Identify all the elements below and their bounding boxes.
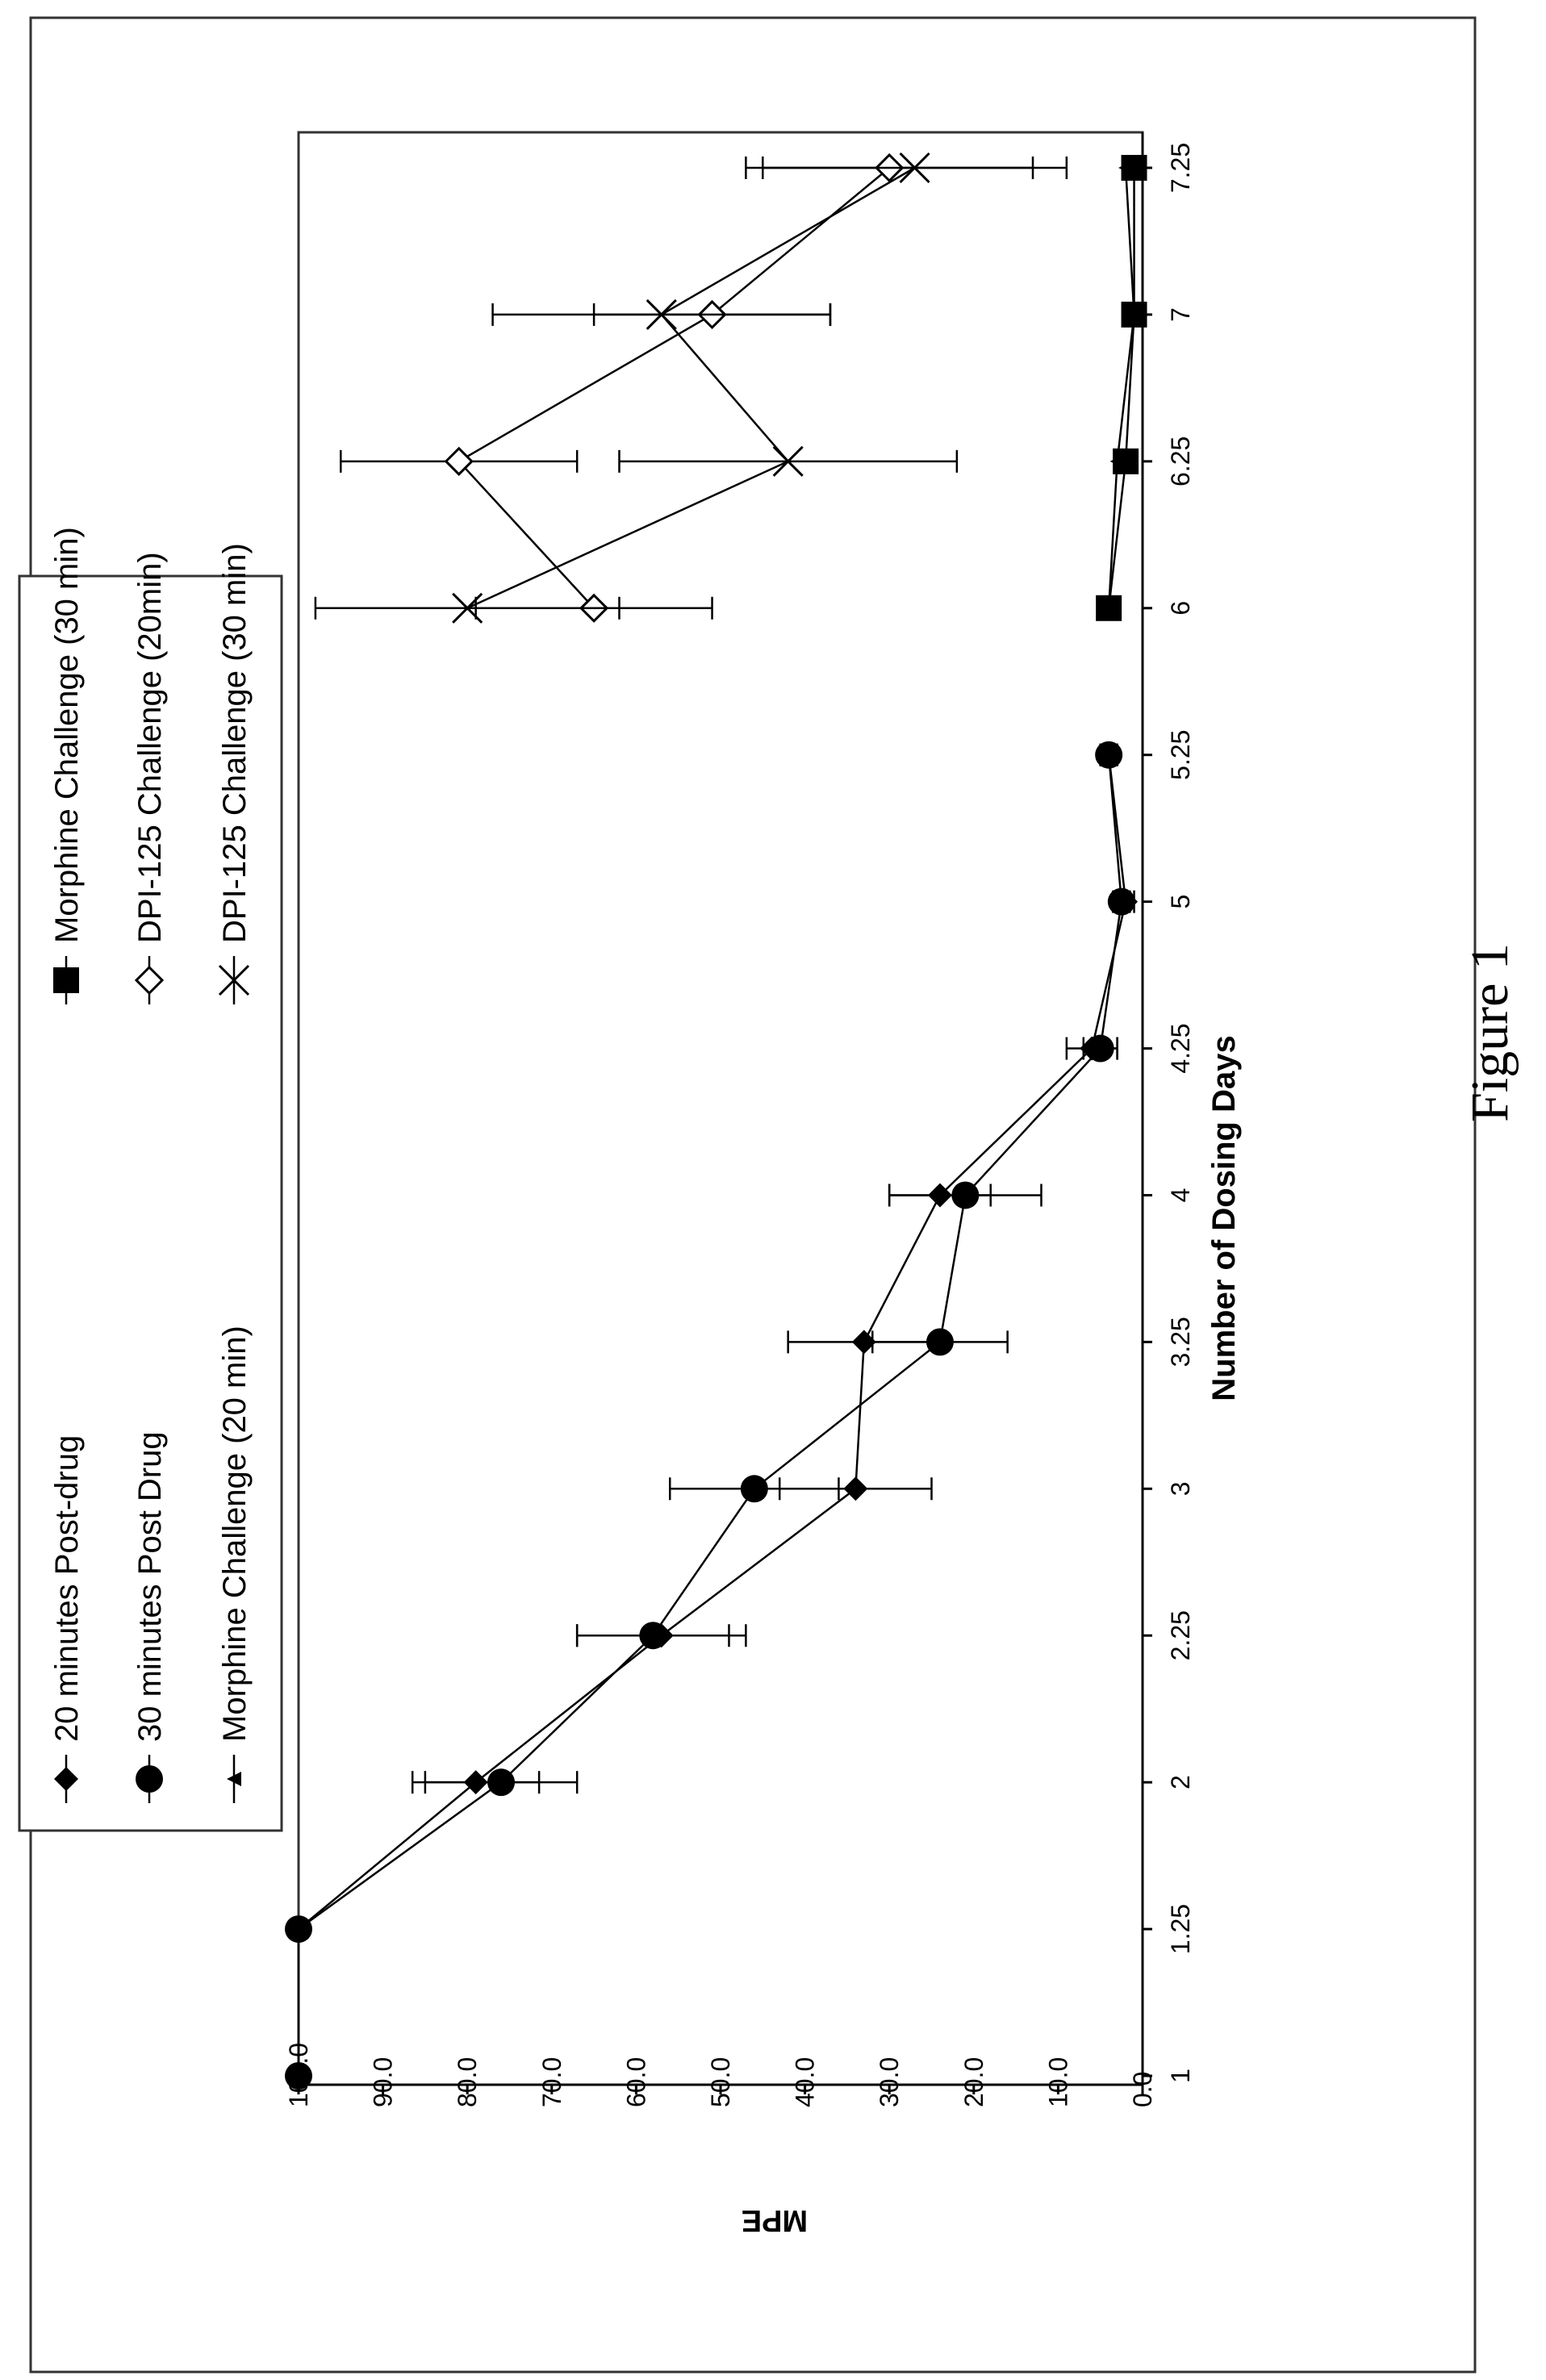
legend-label: Morphine Challenge (30 min) <box>49 527 85 943</box>
legend-box <box>18 574 283 1832</box>
data-point <box>285 1915 312 1944</box>
series-line <box>466 166 916 609</box>
series-line <box>297 754 1123 2076</box>
data-point <box>1086 1034 1114 1063</box>
data-point <box>285 2062 312 2090</box>
x-tick-label: 5 <box>1166 895 1195 909</box>
data-point <box>1096 595 1122 621</box>
data-point <box>639 1622 667 1650</box>
y-tick-label: 40.0 <box>791 2057 820 2107</box>
x-tick-label: 2.25 <box>1166 1610 1195 1660</box>
data-point <box>1121 155 1147 181</box>
y-tick-label: 60.0 <box>621 2057 650 2107</box>
data-point <box>444 446 474 476</box>
data-point <box>1113 448 1139 474</box>
x-tick-label: 7 <box>1166 307 1195 322</box>
series-line <box>1107 168 1135 608</box>
x-tick-label: 5.25 <box>1166 730 1195 780</box>
x-axis-title: Number of Dosing Days <box>1206 1035 1242 1401</box>
series-4 <box>340 152 1034 623</box>
x-tick-label: 4.25 <box>1166 1023 1195 1073</box>
data-point <box>1095 741 1123 769</box>
series-line <box>1107 167 1135 608</box>
legend-marker <box>227 1772 241 1786</box>
legend-marker <box>134 965 165 996</box>
legend-marker <box>218 964 250 996</box>
y-tick-label: 20.0 <box>959 2057 988 2107</box>
data-point <box>1107 887 1135 916</box>
x-tick-label: 2 <box>1166 1775 1195 1789</box>
y-axis-title: MPE <box>742 2203 808 2237</box>
series-5 <box>314 152 1068 624</box>
y-tick-label: 10.0 <box>1043 2057 1072 2107</box>
y-tick-label: 50.0 <box>706 2057 735 2107</box>
data-point <box>851 1330 876 1355</box>
series-1 <box>285 741 1135 2090</box>
x-tick-label: 3 <box>1166 1481 1195 1496</box>
data-point <box>843 1476 868 1501</box>
series-3 <box>1096 155 1147 621</box>
series-line <box>297 754 1127 2076</box>
y-tick-label: 0.0 <box>1128 2072 1157 2107</box>
legend-label: 30 minutes Post Drug <box>132 1431 168 1742</box>
legend-marker <box>136 1765 163 1793</box>
legend-entry-2: Morphine Challenge (20 min) <box>217 1326 253 1803</box>
data-point <box>899 152 930 184</box>
legend-label: Morphine Challenge (20 min) <box>217 1326 253 1742</box>
series-2 <box>1101 161 1142 616</box>
x-tick-label: 1 <box>1166 2069 1195 2083</box>
series-layer <box>285 152 1147 2090</box>
legend-entry-5: DPI-125 Challenge (30 min) <box>217 543 253 1004</box>
data-point <box>646 299 677 330</box>
figure-caption: Figure 1 <box>1460 943 1519 1122</box>
x-tick-label: 3.25 <box>1166 1317 1195 1367</box>
x-tick-label: 1.25 <box>1166 1904 1195 1954</box>
y-tick-label: 70.0 <box>537 2057 566 2107</box>
y-tick-label: 30.0 <box>875 2057 904 2107</box>
data-point <box>772 445 804 477</box>
x-tick-label: 7.25 <box>1166 143 1195 193</box>
legend-label: DPI-125 Challenge (30 min) <box>217 543 253 943</box>
data-point <box>487 1768 516 1797</box>
x-tick-label: 6 <box>1166 601 1195 616</box>
series-line <box>457 167 890 609</box>
legend-entry-1: 30 minutes Post Drug <box>132 1431 168 1803</box>
legend-entry-3: Morphine Challenge (30 min) <box>49 527 85 1004</box>
x-tick-label: 6.25 <box>1166 436 1195 486</box>
y-tick-label: 80.0 <box>453 2057 482 2107</box>
legend-entry-0: 20 minutes Post-drug <box>49 1435 85 1803</box>
series-0 <box>286 742 1139 2088</box>
data-point <box>1121 301 1147 328</box>
legend-marker <box>54 1767 78 1791</box>
data-point <box>926 1328 954 1356</box>
data-point <box>951 1181 980 1209</box>
legend-marker <box>53 967 79 993</box>
data-point <box>740 1475 768 1503</box>
y-tick-label: 90.0 <box>369 2057 398 2107</box>
legend-label: 20 minutes Post-drug <box>49 1435 85 1742</box>
legend-entry-4: DPI-125 Challenge (20min) <box>132 552 168 1004</box>
x-tick-label: 4 <box>1166 1188 1195 1203</box>
legend: 20 minutes Post-drug 30 minutes Post Drug… <box>49 527 253 1803</box>
axes: 0.0 10.0 20.0 30.0 40.0 50.0 60.0 70.0 80.0 90.0 1… <box>284 132 1195 2107</box>
legend-label: DPI-125 Challenge (20min) <box>132 552 168 943</box>
data-point <box>452 592 483 624</box>
